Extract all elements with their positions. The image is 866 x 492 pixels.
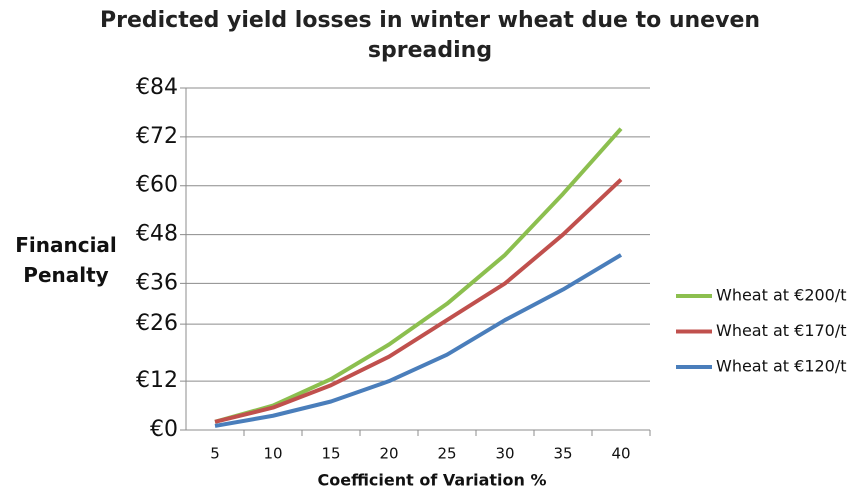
y-tick-label: €72 xyxy=(136,124,178,149)
series-line xyxy=(214,127,623,424)
x-tick-label: 25 xyxy=(437,445,456,463)
y-tick-label: €60 xyxy=(136,173,178,198)
x-tick-label: 40 xyxy=(611,445,630,463)
x-tick-label: 5 xyxy=(210,445,220,463)
x-tick-label: 15 xyxy=(321,445,340,463)
y-tick-label: €0 xyxy=(150,417,178,442)
y-axis-label: Financial Penalty xyxy=(15,233,117,287)
series-line xyxy=(214,253,623,428)
legend-label: Wheat at €120/t xyxy=(716,357,847,376)
y-tick-label: €26 xyxy=(136,311,178,336)
x-tick-label: 30 xyxy=(495,445,514,463)
chart-title: Predicted yield losses in winter wheat d… xyxy=(99,8,761,63)
series-line xyxy=(214,178,623,424)
x-tick-label: 10 xyxy=(263,445,282,463)
y-tick-label: €84 xyxy=(136,75,178,100)
legend-label: Wheat at €200/t xyxy=(716,286,847,305)
x-tick-label: 20 xyxy=(379,445,398,463)
legend-label: Wheat at €170/t xyxy=(716,321,847,340)
y-tick-label: €12 xyxy=(136,368,178,393)
x-tick-label: 35 xyxy=(553,445,572,463)
y-tick-label: €48 xyxy=(136,222,178,247)
y-tick-label: €36 xyxy=(136,270,178,295)
x-axis-label: Coefficient of Variation % xyxy=(318,471,547,490)
